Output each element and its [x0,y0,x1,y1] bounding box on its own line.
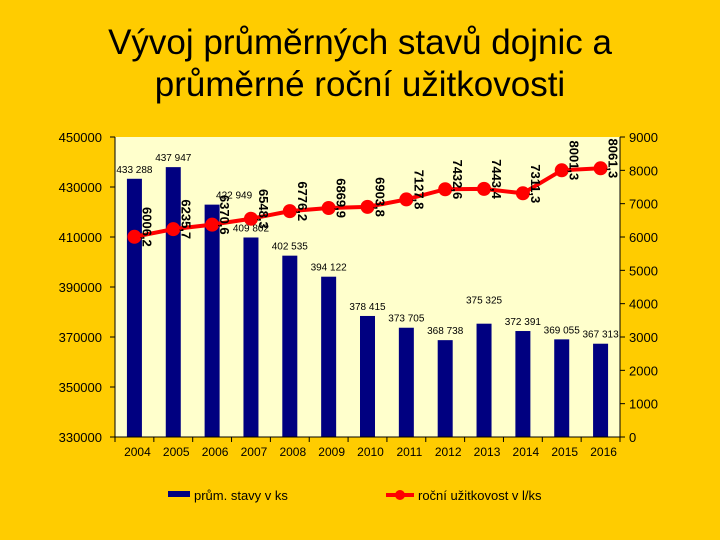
line-marker-2012 [438,182,453,197]
bar-data-label: 402 535 [272,242,309,253]
line-data-label: 6903,8 [373,177,388,217]
line-marker-2009 [321,201,336,216]
line-marker-2016 [593,161,608,176]
x-tick-label: 2012 [435,445,462,459]
bar-2009 [321,276,337,437]
line-marker-2011 [399,192,414,207]
legend-swatch-bars [168,491,190,497]
bar-data-label: 433 288 [116,165,153,176]
chart-title-line-2: průměrné roční užitkovosti [154,65,566,104]
bar-data-label: 373 705 [388,314,425,325]
line-data-label: 6370,6 [217,195,232,235]
x-tick-label: 2010 [357,445,384,459]
x-tick-label: 2005 [163,445,190,459]
right-tick-label: 5000 [629,263,658,278]
left-y-axis: 330000 350000 370000 390000 410000 430000 4500… [59,130,116,445]
right-tick-label: 7000 [629,197,658,212]
left-tick-label: 330000 [59,430,102,445]
right-tick-label: 9000 [629,130,658,145]
line-data-label: 6235,7 [178,199,193,239]
left-tick-label: 390000 [59,280,102,295]
bar-2008 [282,255,298,437]
line-data-label: 7443,4 [489,159,504,200]
bar-2012 [437,340,453,437]
x-tick-label: 2013 [474,445,501,459]
line-marker-2013 [477,181,492,196]
bar-2014 [515,331,531,437]
bar-2015 [554,339,570,437]
chart-title-line-1: Vývoj průměrných stavů dojnic a [108,23,612,62]
right-tick-label: 4000 [629,297,658,312]
left-tick-label: 370000 [59,330,102,345]
bar-data-label: 437 947 [155,153,192,164]
line-series: 6006,2 6235,7 6370,6 6548,3 6776,2 6869,9 6903… [127,139,621,247]
left-tick-label: 410000 [59,230,102,245]
right-tick-label: 2000 [629,363,658,378]
line-data-label: 6006,2 [139,207,154,247]
x-tick-label: 2004 [124,445,151,459]
line-marker-2015 [554,163,569,178]
line-data-label: 8061,3 [606,139,621,179]
bar-data-label: 378 415 [349,302,386,313]
line-marker-2005 [166,222,181,237]
line-marker-2006 [205,217,220,232]
bar-data-label: 368 738 [427,326,464,337]
bar-data-label: 369 055 [544,325,581,336]
bar-2016 [593,343,609,437]
line-data-label: 6776,2 [295,181,310,221]
legend-swatch-marker [395,490,405,500]
bar-2010 [360,315,375,437]
line-data-label: 6548,3 [256,189,271,229]
bar-data-label: 409 802 [233,223,270,234]
line-data-label: 7127,8 [411,170,426,210]
x-tick-label: 2009 [318,445,345,459]
line-marker-2008 [282,204,297,219]
right-y-axis: 0 1000 2000 3000 4000 5000 6000 7000 8000 9000 [619,130,658,445]
line-marker-2014 [515,186,530,201]
bar-2011 [398,327,414,437]
x-tick-label: 2006 [202,445,229,459]
right-tick-label: 1000 [629,397,658,412]
bar-data-label: 375 325 [466,296,503,307]
bar-data-label: 394 122 [311,263,348,274]
left-tick-label: 430000 [59,180,102,195]
bar-2013 [476,323,492,437]
bar-data-label: 367 313 [582,330,619,341]
legend-label-bars: prům. stavy v ks [194,488,288,503]
right-tick-label: 6000 [629,230,658,245]
right-tick-label: 3000 [629,330,658,345]
bar-2007 [243,237,259,437]
line-marker-2004 [127,229,142,244]
legend: prům. stavy v ks roční užitkovost v l/ks [168,488,542,503]
x-axis: 2004 2005 2006 2007 2008 2009 2010 2011 2012 2013… [114,436,621,459]
left-tick-label: 350000 [59,380,102,395]
chart-title: Vývoj průměrných stavů dojnic a průměrné… [0,22,720,106]
x-tick-label: 2011 [396,445,422,459]
x-tick-label: 2016 [590,445,617,459]
bar-data-label: 372 391 [505,317,542,328]
line-data-label: 7311,3 [528,164,543,203]
line-marker-2007 [243,211,258,226]
legend-label-line: roční užitkovost v l/ks [418,488,542,503]
bar-2004 [126,178,142,437]
left-tick-label: 450000 [59,130,102,145]
right-tick-label: 0 [629,430,636,445]
x-tick-label: 2015 [551,445,578,459]
bar-2006 [204,204,220,437]
x-tick-label: 2014 [513,445,540,459]
line-data-label: 6869,9 [334,178,349,218]
bar-data-label: 422 949 [216,191,253,202]
right-tick-label: 8000 [629,163,658,178]
line-marker-2010 [360,199,375,214]
line-data-label: 8001,3 [567,141,582,181]
line-data-label: 7432,6 [450,159,465,199]
x-tick-label: 2008 [279,445,306,459]
x-tick-label: 2007 [241,445,268,459]
